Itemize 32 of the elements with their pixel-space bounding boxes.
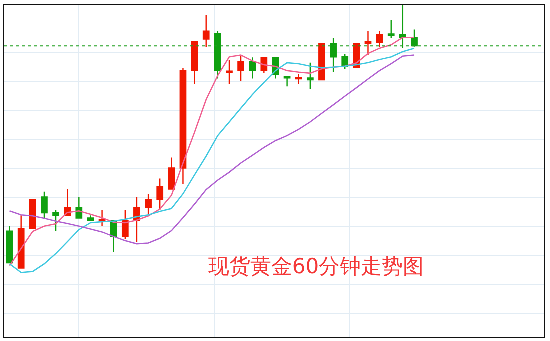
candlestick: [318, 42, 326, 81]
candlestick: [202, 14, 210, 48]
candlestick: [306, 62, 314, 90]
candlestick: [180, 68, 187, 185]
candlestick: [98, 210, 106, 227]
candlestick: [214, 30, 222, 80]
candlestick: [376, 30, 384, 48]
candlestick: [342, 54, 349, 70]
candlestick: [156, 178, 164, 211]
candlestick: [6, 226, 14, 264]
candlestick: [284, 75, 291, 88]
candlestick: [29, 199, 36, 230]
candlestick: [191, 41, 198, 85]
candlestick: [260, 57, 268, 74]
candlestick: [168, 157, 176, 190]
candlestick: [87, 215, 94, 222]
candlestick: [76, 196, 83, 219]
candlestick: [400, 5, 406, 50]
candlestick: [249, 57, 256, 80]
candlestick: [295, 74, 302, 85]
candlestick: [41, 191, 48, 219]
candlestick: [364, 30, 372, 56]
candlestick: [330, 38, 337, 73]
candlestick: [145, 194, 152, 216]
candlestick: [388, 19, 395, 39]
candlestick: [52, 210, 60, 232]
candlestick: [238, 54, 244, 82]
candlestick: [122, 210, 129, 240]
candlestick: [226, 60, 233, 85]
text: 现货黄金60分钟走势图: [208, 254, 424, 278]
candlestick: [18, 215, 25, 269]
candlestick: [411, 29, 418, 48]
